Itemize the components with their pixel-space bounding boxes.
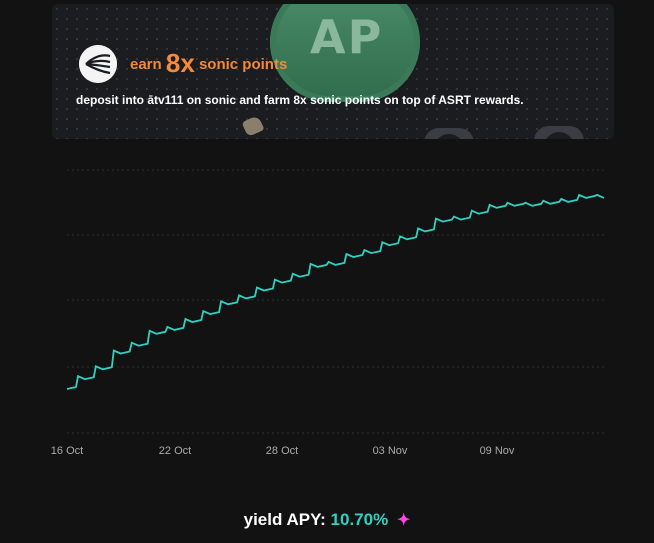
yield-apy-value: 10.70% xyxy=(330,510,389,529)
yield-apy-footer: yield APY: 10.70% ✦ xyxy=(0,510,654,530)
x-tick-label: 28 Oct xyxy=(266,445,298,457)
sonic-logo-icon xyxy=(79,45,117,83)
ap-coin-graphic: AP xyxy=(270,4,420,102)
headline-prefix: earn xyxy=(130,56,162,73)
coin-graphic-left xyxy=(424,128,474,139)
ap-coin-text: AP xyxy=(310,10,384,64)
headline-number: 8x xyxy=(165,48,195,78)
x-tick-label: 16 Oct xyxy=(51,445,83,457)
rock-graphic xyxy=(241,114,265,138)
x-tick-label: 22 Oct xyxy=(159,445,191,457)
coin-graphic-right xyxy=(534,126,584,139)
banner-headline: earn 8x sonic points xyxy=(130,48,287,79)
promo-banner[interactable]: AP earn 8x sonic points deposit into ātv… xyxy=(52,4,614,139)
x-tick-label: 09 Nov xyxy=(480,445,515,457)
yield-apy-label: yield APY: xyxy=(243,510,326,529)
x-tick-label: 03 Nov xyxy=(373,445,408,457)
sparkle-icon: ✦ xyxy=(396,512,411,529)
apy-series-line xyxy=(66,193,605,390)
headline-suffix: sonic points xyxy=(198,56,288,73)
apy-line-chart: 16 Oct 22 Oct 28 Oct 03 Nov 09 Nov xyxy=(51,169,605,457)
banner-subline: deposit into ātv111 on sonic and farm 8x… xyxy=(76,93,524,107)
